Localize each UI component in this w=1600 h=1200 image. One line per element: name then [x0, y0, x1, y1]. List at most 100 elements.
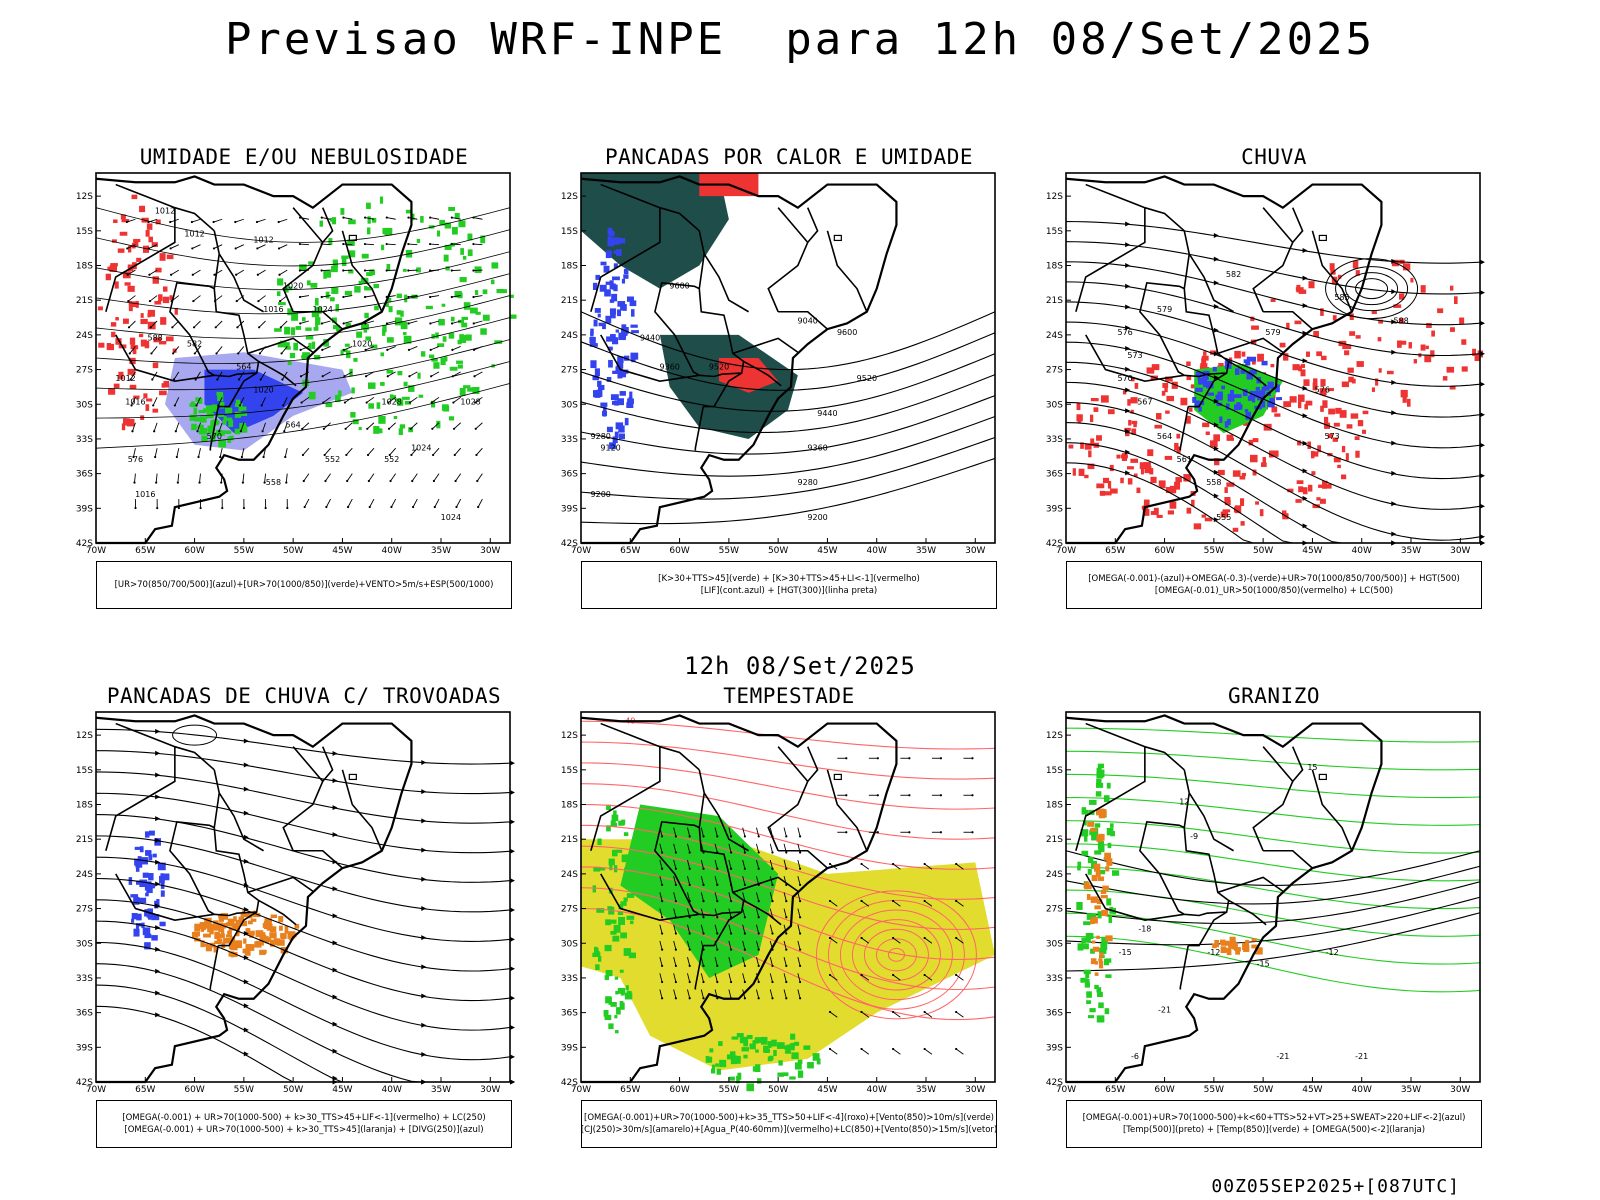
political-border	[600, 334, 700, 382]
wind-vector-head	[128, 352, 131, 355]
red-omega-cell	[1203, 359, 1207, 365]
streamline-arrow	[1213, 398, 1219, 404]
lif-contour-cell	[592, 375, 599, 381]
lif-contour-cell	[621, 371, 627, 378]
wind-vector	[451, 320, 461, 324]
map-border	[580, 172, 996, 544]
lif-contour-cell	[604, 289, 611, 297]
wind-vector-head	[298, 295, 302, 299]
isobar	[95, 251, 511, 291]
green-humidity-cell	[239, 412, 248, 416]
streamline-arrow	[421, 847, 427, 853]
political-border	[292, 746, 324, 782]
green-humidity-cell	[482, 289, 488, 295]
red-omega-cell	[1186, 361, 1191, 366]
green-humidity-cell	[234, 411, 242, 418]
jet-wind-vector-head	[674, 867, 677, 870]
map-frame	[1066, 712, 1480, 1082]
red-thickness-cell	[140, 318, 148, 325]
blue-divergence-cell	[145, 892, 149, 897]
omega-500-cell	[1096, 935, 1100, 940]
green-humidity-cell	[482, 314, 490, 321]
green-humidity-cell	[450, 316, 455, 322]
red-thickness-cell	[139, 205, 146, 213]
jet-wind-vector	[700, 859, 704, 869]
streamline-arrow	[332, 1021, 338, 1027]
orange-instability-cell	[247, 920, 253, 925]
wind-vector-head	[237, 352, 240, 355]
contour-label: -21	[1158, 1006, 1171, 1015]
political-border	[826, 769, 868, 852]
wind-vector-head	[412, 505, 415, 509]
lon-tick-label: 50W	[1253, 546, 1273, 556]
isobar	[95, 339, 511, 391]
orange-instability-cell	[205, 944, 212, 952]
wind-850-cell	[608, 858, 615, 866]
height-streamline	[1065, 301, 1481, 387]
jet-wind-vector	[924, 1048, 933, 1055]
wind-vector-head	[219, 455, 222, 459]
political-border	[778, 849, 828, 869]
blue-divergence-cell	[134, 846, 143, 850]
red-omega-cell	[1128, 419, 1132, 426]
green-humidity-cell	[445, 266, 450, 271]
lon-tick-label: 65W	[135, 1085, 155, 1095]
wind-850-cell	[726, 1054, 732, 1060]
jet-wind-vector-head	[743, 964, 746, 967]
jet-wind-vector	[714, 924, 718, 934]
wind-vector	[451, 243, 461, 246]
jet-wind-vector	[714, 973, 718, 983]
wind-850-cell	[605, 996, 612, 1004]
streamline-arrow	[1391, 258, 1397, 264]
green-humidity-cell	[467, 233, 473, 241]
streamline-arrow	[510, 1054, 515, 1060]
wind-850-cell	[790, 1033, 796, 1040]
green-humidity-cell	[490, 279, 495, 285]
contour-label: -9	[1190, 832, 1198, 841]
red-omega-cell	[1377, 337, 1382, 342]
omega-500-cell	[1097, 876, 1105, 881]
green-humidity-cell	[236, 402, 241, 407]
legend-line: [OMEGA(-0.001)+UR>70(1000-500)+k>35_TTS>…	[584, 1113, 994, 1123]
temp-500-contour	[1065, 850, 1481, 886]
jet-wind-vector-head	[716, 899, 719, 903]
legend-box: [OMEGA(-0.001) + UR>70(1000-500) + k>30_…	[96, 1100, 512, 1148]
streamline-arrow	[332, 778, 338, 784]
red-omega-cell	[1174, 481, 1181, 490]
lif-contour-cell	[598, 322, 605, 327]
jet-wind-vector-head	[729, 932, 733, 935]
wind-vector-head	[387, 401, 390, 404]
wind-vector-head	[451, 348, 454, 351]
wind-vector	[345, 422, 353, 430]
wind-vector-head	[364, 375, 368, 378]
map-frame	[1066, 173, 1480, 543]
wind-vector	[323, 422, 331, 430]
wind-vector	[365, 217, 375, 220]
green-humidity-cell	[366, 202, 371, 209]
lat-tick-label: 39S	[1046, 504, 1063, 514]
temp-850-contour	[1065, 843, 1481, 882]
green-humidity-cell	[331, 317, 337, 324]
contour-label: 570	[1118, 374, 1133, 383]
wind-vector	[256, 218, 266, 223]
red-omega-cell	[1127, 478, 1133, 485]
green-humidity-cell	[379, 196, 384, 204]
red-omega-cell	[1252, 469, 1257, 476]
blue-omega-cell	[1261, 387, 1266, 394]
orange-instability-cell	[227, 930, 231, 936]
orange-instability-cell	[235, 940, 243, 949]
lon-tick-label: 70W	[1056, 1085, 1076, 1095]
wind-850-cell	[623, 832, 629, 836]
wind-vector	[283, 422, 288, 432]
blue-omega-cell	[1246, 371, 1253, 380]
wind-850-cell	[729, 1076, 735, 1081]
red-thickness-cell	[138, 333, 144, 338]
wind-vector-head	[284, 455, 287, 459]
blue-omega-cell	[1247, 395, 1253, 401]
wind-vector-head	[153, 430, 156, 433]
wind-vector-head	[385, 242, 388, 246]
red-omega-cell	[1327, 388, 1334, 392]
red-omega-cell	[1156, 413, 1162, 420]
green-humidity-cell	[382, 228, 387, 235]
red-omega-cell	[1287, 488, 1294, 493]
